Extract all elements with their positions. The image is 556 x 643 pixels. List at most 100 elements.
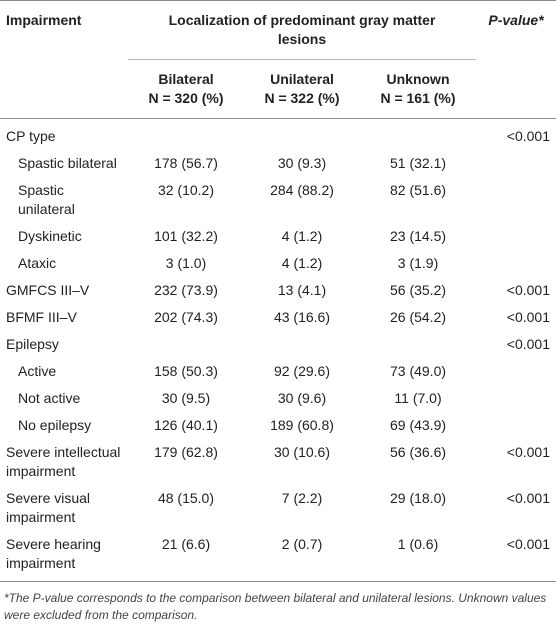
cell: 1 (0.6) — [360, 531, 477, 582]
row-label: Epilepsy — [6, 336, 59, 352]
table-row: CP type <0.001 — [0, 119, 556, 151]
row-label: Not active — [18, 390, 81, 406]
p-value: <0.001 — [506, 128, 551, 144]
table-row: Severe visual impairment 48 (15.0) 7 (2.2)… — [0, 485, 556, 531]
cell: 178 (56.7) — [154, 155, 218, 171]
table-row: Active 158 (50.3) 92 (29.6) 73 (49.0) — [0, 358, 556, 385]
cell: 69 (43.9) — [389, 417, 447, 433]
row-label: No epilepsy — [18, 417, 92, 433]
cell: 3 (1.0) — [165, 255, 207, 271]
p-value — [476, 177, 556, 223]
cell: 56 (35.2) — [389, 282, 447, 298]
cell: 30 (9.6) — [277, 390, 327, 406]
table-row: Spastic bilateral 178 (56.7) 30 (9.3) 51 (3… — [0, 150, 556, 177]
p-value — [476, 150, 556, 177]
cell — [128, 119, 244, 151]
footnote: *The P-value corresponds to the comparis… — [4, 591, 547, 622]
cell — [128, 331, 244, 358]
table-body: CP type <0.001 Spastic bilateral 178 (56.7)… — [0, 119, 556, 582]
header-cell — [0, 59, 128, 119]
row-label: Severe hearing impairment — [0, 531, 128, 582]
cell: 4 (1.2) — [281, 228, 323, 244]
cell: 26 (54.2) — [389, 309, 447, 325]
row-label: CP type — [6, 128, 56, 144]
header-row: Bilateral N = 320 (%) Unilateral N = 322 (%… — [0, 59, 556, 119]
cell: 284 (88.2) — [270, 182, 334, 198]
group-n: N = 320 (%) — [148, 90, 224, 106]
row-label: Ataxic — [18, 255, 57, 271]
table-header: Impairment Localization of predominant g… — [0, 0, 556, 119]
cell: 4 (1.2) — [281, 255, 323, 271]
group-name: Unilateral — [270, 71, 334, 87]
table-row: Epilepsy <0.001 — [0, 331, 556, 358]
group-name: Unknown — [386, 71, 450, 87]
group-header: Unilateral N = 322 (%) — [244, 59, 360, 119]
p-value: <0.001 — [506, 336, 551, 352]
table-row: Ataxic 3 (1.0) 4 (1.2) 3 (1.9) — [0, 250, 556, 277]
cell: 202 (74.3) — [154, 309, 218, 325]
p-value: <0.001 — [506, 490, 551, 506]
header-cell — [476, 59, 556, 119]
cell: 2 (0.7) — [244, 531, 360, 582]
group-n: N = 322 (%) — [264, 90, 340, 106]
p-value: <0.001 — [476, 531, 556, 582]
cell — [360, 331, 476, 358]
cell: 30 (9.3) — [277, 155, 327, 171]
row-label: Severe visual impairment — [6, 490, 91, 525]
table-row: Severe intellectual impairment 179 (62.8)… — [0, 439, 556, 485]
cell: 51 (32.1) — [389, 155, 447, 171]
cell: 32 (10.2) — [157, 182, 215, 198]
cell: 23 (14.5) — [389, 228, 447, 244]
cell: 101 (32.2) — [154, 228, 218, 244]
group-header: Bilateral N = 320 (%) — [128, 59, 244, 119]
row-label: Dyskinetic — [18, 228, 82, 244]
cell: 30 (10.6) — [273, 444, 331, 460]
header-cell: Impairment — [0, 0, 128, 60]
row-label: Spastic unilateral — [18, 182, 75, 217]
table-row: No epilepsy 126 (40.1) 189 (60.8) 69 (43.9) — [0, 412, 556, 439]
p-value: <0.001 — [506, 309, 551, 325]
group-name: Bilateral — [158, 71, 214, 87]
cell: 7 (2.2) — [281, 490, 323, 506]
cell: 158 (50.3) — [154, 363, 218, 379]
cell — [244, 119, 360, 151]
cell: 30 (9.5) — [161, 390, 211, 406]
p-value — [476, 412, 556, 439]
cell: 189 (60.8) — [270, 417, 334, 433]
cell: 21 (6.6) — [128, 531, 244, 582]
cell: 82 (51.6) — [389, 182, 447, 198]
p-value — [476, 358, 556, 385]
cell — [360, 119, 476, 151]
cell: 179 (62.8) — [154, 444, 218, 460]
header-cell: Localization of predominant gray matter … — [128, 0, 477, 60]
cell: 126 (40.1) — [154, 417, 218, 433]
row-label: Spastic bilateral — [18, 155, 117, 171]
cell: 92 (29.6) — [273, 363, 331, 379]
p-value: <0.001 — [506, 282, 551, 298]
table-row: Dyskinetic 101 (32.2) 4 (1.2) 23 (14.5) — [0, 223, 556, 250]
cell: 29 (18.0) — [389, 490, 447, 506]
group-n: N = 161 (%) — [380, 90, 456, 106]
row-label: Severe intellectual impairment — [6, 444, 121, 479]
table-row: BFMF III–V 202 (74.3) 43 (16.6) 26 (54.2) <0… — [0, 304, 556, 331]
table-row: Not active 30 (9.5) 30 (9.6) 11 (7.0) — [0, 385, 556, 412]
cell: 48 (15.0) — [157, 490, 215, 506]
data-table: Impairment Localization of predominant g… — [0, 0, 556, 582]
p-value — [476, 385, 556, 412]
row-label: BFMF III–V — [6, 309, 77, 325]
p-value — [476, 250, 556, 277]
group-header: Unknown N = 161 (%) — [360, 59, 477, 119]
row-label: Active — [18, 363, 57, 379]
cell: 3 (1.9) — [397, 255, 439, 271]
cell: 11 (7.0) — [394, 390, 442, 406]
header-cell: P-value* — [476, 0, 556, 60]
table-row: GMFCS III–V 232 (73.9) 13 (4.1) 56 (35.2) <0… — [0, 277, 556, 304]
p-value: <0.001 — [506, 444, 551, 460]
cell — [244, 331, 360, 358]
cell: 232 (73.9) — [154, 282, 218, 298]
cell: 56 (36.6) — [389, 444, 447, 460]
cell: 43 (16.6) — [273, 309, 331, 325]
p-value — [476, 223, 556, 250]
cell: 13 (4.1) — [277, 282, 327, 298]
